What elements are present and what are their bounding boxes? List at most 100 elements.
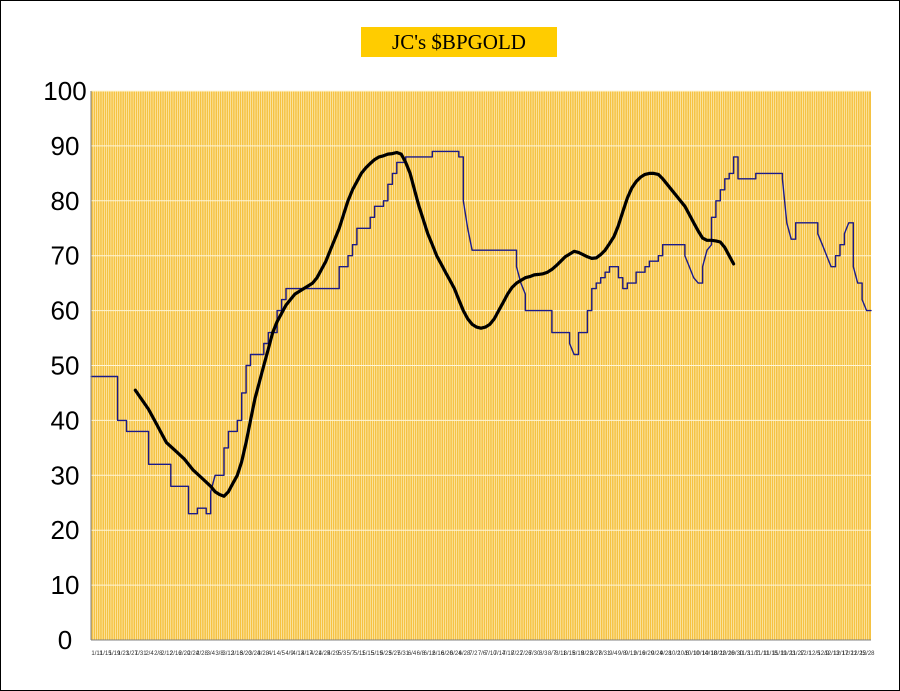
y-tick-label: 10 [51, 570, 80, 600]
x-tick-label: 6/20 [441, 651, 453, 657]
x-tick-label: 8/23 [581, 651, 593, 657]
x-tick-label: 5/7 [347, 651, 356, 657]
y-tick-label: 80 [51, 186, 80, 216]
x-tick-label: 2/8 [154, 651, 163, 657]
x-tick-label: 1/31 [135, 651, 147, 657]
x-tick-label: 3/12 [222, 651, 234, 657]
x-tick-label: 5/3 [338, 651, 347, 657]
x-tick-label: 4/25 [319, 651, 331, 657]
bullish-percent-line [90, 150, 872, 515]
x-tick-label: 4/29 [327, 651, 339, 657]
x-tick-label: 3/28 [257, 651, 269, 657]
x-tick-label: 1/19 [109, 651, 121, 657]
x-tick-label: 10/2 [669, 651, 681, 657]
x-tick-label: 8/15 [564, 651, 576, 657]
x-tick-label: 3/16 [231, 651, 243, 657]
x-tick-label: 3/8 [215, 651, 224, 657]
x-tick-label: 9/8 [618, 651, 627, 657]
y-axis-tick-labels: 0 10 20 30 40 50 60 70 80 90 100 [43, 76, 86, 655]
x-tick-label: 7/2 [469, 651, 478, 657]
x-tick-label: 10/26 [719, 651, 735, 657]
series-layer [90, 150, 872, 515]
y-tick-label: 60 [51, 296, 80, 326]
x-tick-label: 8/27 [590, 651, 602, 657]
x-tick-label: 11/7 [748, 651, 760, 657]
x-tick-label: 5/11 [354, 651, 366, 657]
x-tick-label: 10/22 [711, 651, 727, 657]
y-tick-label: 50 [51, 351, 80, 381]
x-tick-label: 9/16 [634, 651, 646, 657]
x-tick-label: 2/12 [161, 651, 173, 657]
x-tick-label: 8/11 [555, 651, 567, 657]
x-tick-label: 12/21 [842, 651, 858, 657]
x-tick-label: 12/17 [833, 651, 849, 657]
x-tick-label: 6/16 [432, 651, 444, 657]
x-tick-label: 11/19 [772, 651, 787, 657]
x-tick-label: 7/14 [494, 651, 506, 657]
x-tick-label: 12/13 [824, 651, 840, 657]
x-tick-label: 8/19 [572, 651, 584, 657]
y-tick-label: 90 [51, 131, 80, 161]
x-tick-label: 7/10 [485, 651, 497, 657]
x-tick-label: 10/14 [693, 651, 709, 657]
y-tick-label: 20 [51, 515, 80, 545]
x-tick-label: 6/12 [424, 651, 436, 657]
x-tick-label: 4/13 [292, 651, 304, 657]
y-tick-label: 70 [51, 241, 80, 271]
x-tick-label: 6/24 [450, 651, 462, 657]
x-tick-label: 11/15 [763, 651, 778, 657]
x-tick-label: 2/4 [145, 651, 154, 657]
y-tick-label: 0 [58, 625, 72, 655]
x-tick-label: 7/18 [502, 651, 514, 657]
chart-title: JC's $BPGOLD [361, 27, 557, 57]
x-tick-label: 5/15 [362, 651, 374, 657]
x-tick-label: 1/23 [117, 651, 129, 657]
x-tick-label: 6/4 [408, 651, 417, 657]
x-tick-label: 12/1 [800, 651, 812, 657]
x-tick-label: 2/24 [187, 651, 199, 657]
x-tick-label: 9/28 [660, 651, 672, 657]
x-tick-label: 10/6 [677, 651, 689, 657]
x-tick-label: 2/20 [179, 651, 191, 657]
x-tick-label: 7/26 [520, 651, 532, 657]
x-tick-label: 8/7 [548, 651, 557, 657]
x-tick-label: 4/1 [268, 651, 277, 657]
x-tick-label: 11/11 [755, 651, 770, 657]
x-tick-label: 12/25 [851, 651, 867, 657]
x-tick-label: 11/27 [790, 651, 805, 657]
x-tick-label: 11/23 [781, 651, 796, 657]
x-tick-label: 1/11 [91, 651, 103, 657]
x-tick-label: 12/9 [817, 651, 829, 657]
x-tick-label: 10/10 [684, 651, 700, 657]
y-tick-label: 100 [43, 76, 86, 106]
x-tick-label: 7/6 [478, 651, 487, 657]
x-tick-label: 8/3 [539, 651, 548, 657]
x-tick-label: 5/31 [397, 651, 409, 657]
x-tick-label: 12/28 [859, 651, 875, 657]
x-tick-label: 1/27 [126, 651, 138, 657]
x-tick-label: 4/21 [310, 651, 322, 657]
moving-average-line [133, 150, 736, 498]
y-tick-label: 30 [51, 460, 80, 490]
y-tick-label: 40 [51, 405, 80, 435]
x-tick-label: 5/23 [380, 651, 392, 657]
x-tick-label: 8/31 [599, 651, 611, 657]
x-tick-label: 3/20 [240, 651, 252, 657]
x-tick-label: 12/5 [809, 651, 821, 657]
x-tick-label: 6/28 [459, 651, 471, 657]
x-tick-label: 10/30 [728, 651, 744, 657]
x-tick-label: 2/16 [170, 651, 182, 657]
x-tick-label: 9/4 [609, 651, 618, 657]
x-tick-label: 10/18 [702, 651, 718, 657]
x-tick-label: 3/24 [249, 651, 261, 657]
x-tick-label: 2/28 [196, 651, 208, 657]
x-tick-label: 4/17 [301, 651, 313, 657]
x-tick-label: 9/24 [651, 651, 663, 657]
x-tick-label: 5/27 [389, 651, 401, 657]
x-tick-label: 7/22 [511, 651, 523, 657]
x-tick-label: 9/20 [642, 651, 654, 657]
x-axis-tick-labels: 1/111/151/191/231/271/312/4 2/82/122/162/… [91, 651, 875, 657]
x-tick-label: 5/19 [371, 651, 383, 657]
